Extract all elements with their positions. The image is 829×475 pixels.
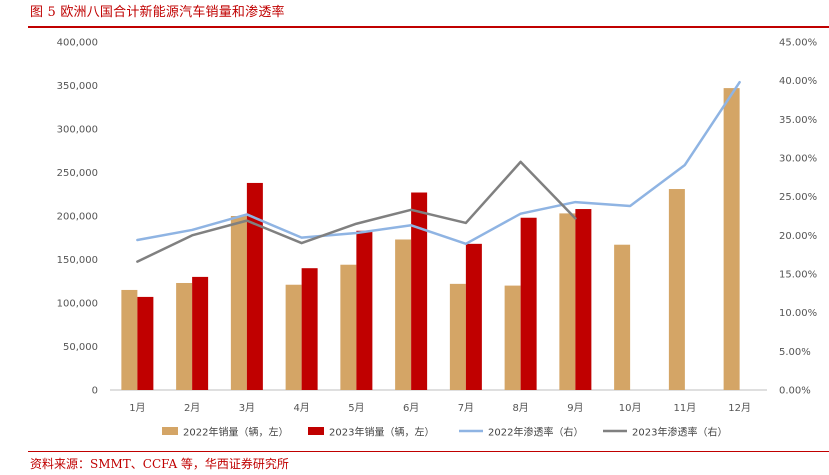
- x-tick-label: 1月: [129, 402, 145, 414]
- source-note: 资料来源：SMMT、CCFA 等，华西证券研究所: [30, 457, 289, 471]
- y-right-tick-label: 5.00%: [779, 347, 811, 358]
- legend-2022-sales-label: 2022年销量（辆，左）: [183, 426, 288, 439]
- bar-2023: [575, 209, 592, 390]
- bar-2022: [176, 282, 193, 390]
- x-tick-label: 6月: [403, 402, 419, 414]
- bar-2022: [340, 264, 357, 390]
- bar-2022: [121, 289, 138, 390]
- line-2023-penetration: [136, 160, 577, 263]
- y-right-tick-label: 15.00%: [779, 270, 817, 281]
- x-tick-label: 7月: [458, 402, 474, 414]
- x-tick-label: 10月: [619, 402, 642, 414]
- y-left-tick-label: 200,000: [57, 212, 98, 223]
- y-right-tick-label: 30.00%: [779, 154, 817, 165]
- bar-2023: [411, 192, 428, 390]
- legend-2022-penetration-label: 2022年渗透率（右）: [488, 426, 583, 439]
- x-tick-label: 11月: [674, 402, 697, 414]
- y-right-tick-label: 25.00%: [779, 192, 817, 203]
- line-2022-penetration: [136, 80, 741, 246]
- x-tick-label: 4月: [293, 402, 309, 414]
- chart-axes: 0 50,000 100,000 150,000 200,000 250,000 300,0…: [57, 38, 818, 415]
- bar-2023: [246, 182, 263, 390]
- chart-bars: [121, 88, 740, 391]
- y-right-tick-label: 20.00%: [779, 231, 817, 242]
- bar-2023: [301, 268, 318, 390]
- legend-2023-penetration-label: 2023年渗透率（右）: [632, 426, 727, 439]
- bar-2022: [723, 88, 740, 391]
- bar-2023: [465, 243, 482, 390]
- y-left-tick-label: 250,000: [57, 168, 98, 179]
- x-tick-label: 2月: [184, 402, 200, 414]
- title-rule: [28, 26, 829, 28]
- bar-2022: [230, 216, 247, 390]
- y-right-tick-label: 35.00%: [779, 115, 817, 126]
- bar-2022: [504, 285, 521, 390]
- legend-2023-sales-swatch: [308, 427, 324, 435]
- bar-2023: [192, 276, 209, 390]
- bar-2022: [395, 239, 412, 390]
- legend-2023-sales-label: 2023年销量（辆，左）: [329, 426, 434, 439]
- y-right-tick-label: 0.00%: [779, 386, 811, 397]
- bar-2023: [137, 296, 154, 390]
- y-right-tick-label: 40.00%: [779, 76, 817, 87]
- bar-2022: [614, 244, 631, 390]
- x-tick-label: 9月: [567, 402, 583, 414]
- y-left-tick-label: 300,000: [57, 125, 98, 136]
- bar-2022: [449, 283, 466, 390]
- chart-legend: 2022年销量（辆，左） 2023年销量（辆，左） 2022年渗透率（右） 2023年…: [162, 426, 727, 439]
- y-right-tick-label: 10.00%: [779, 308, 817, 319]
- x-tick-label: 12月: [728, 402, 751, 414]
- x-tick-label: 8月: [512, 402, 528, 414]
- chart-lines: [136, 80, 741, 263]
- y-left-tick-label: 400,000: [57, 38, 98, 49]
- bar-2022: [559, 213, 576, 390]
- bar-2023: [520, 217, 537, 390]
- legend-2022-sales-swatch: [162, 427, 178, 435]
- bar-2022: [285, 284, 302, 390]
- bar-2022: [668, 189, 685, 390]
- y-left-tick-label: 50,000: [63, 342, 98, 353]
- y-left-tick-label: 150,000: [57, 255, 98, 266]
- source-rule: [28, 451, 829, 452]
- figure-title: 图 5 欧洲八国合计新能源汽车销量和渗透率: [30, 5, 285, 20]
- x-tick-label: 3月: [239, 402, 255, 414]
- bar-2023: [356, 230, 373, 390]
- y-left-tick-label: 350,000: [57, 81, 98, 92]
- x-tick-label: 5月: [348, 402, 364, 414]
- y-left-tick-label: 100,000: [57, 299, 98, 310]
- y-left-tick-label: 0: [92, 386, 98, 397]
- y-right-tick-label: 45.00%: [779, 38, 817, 49]
